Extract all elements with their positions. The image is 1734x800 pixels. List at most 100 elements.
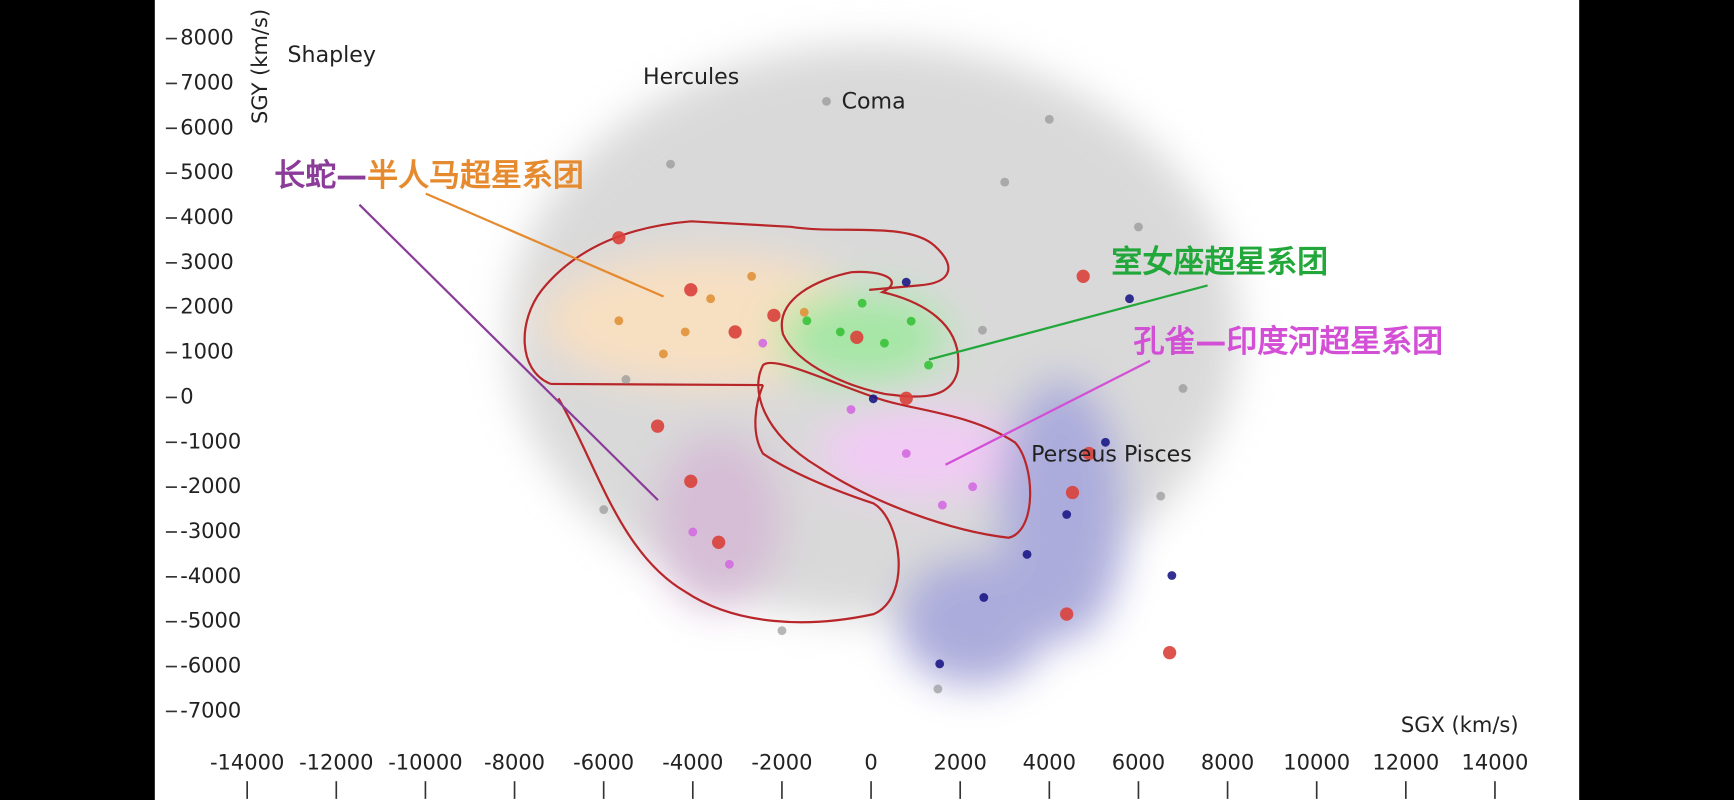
point	[1076, 269, 1090, 283]
label-part: 室女座超星系团	[1111, 244, 1328, 280]
y-tick-label: -4000	[180, 563, 241, 588]
leader-line	[358, 203, 659, 501]
point	[1082, 446, 1096, 461]
point	[1062, 510, 1072, 519]
label-part: 长蛇—	[274, 158, 367, 194]
point	[684, 474, 698, 488]
y-tick-label: 6000	[180, 114, 233, 139]
point	[935, 659, 945, 669]
point	[1060, 607, 1074, 621]
point	[937, 500, 947, 510]
annotation: Hercules	[643, 64, 739, 90]
point	[724, 559, 734, 569]
point	[901, 449, 911, 458]
x-tick-label: -6000	[573, 749, 634, 774]
label-part: 半人马超星系团	[367, 158, 584, 194]
point	[1156, 491, 1166, 501]
point	[777, 626, 787, 636]
point	[822, 96, 831, 106]
point	[924, 360, 933, 370]
y-tick-label: -1000	[180, 428, 241, 453]
y-tick-label: 3000	[180, 249, 233, 274]
x-tick-label: -2000	[751, 749, 812, 774]
x-tick-label: -14000	[210, 749, 284, 774]
point	[688, 527, 698, 537]
point	[868, 394, 878, 404]
x-tick-label: 8000	[1201, 749, 1254, 774]
point	[684, 283, 698, 297]
x-tick-label: -10000	[388, 749, 462, 774]
y-tick-label: 0	[180, 383, 193, 408]
point	[1134, 222, 1143, 232]
x-tick-label: 6000	[1112, 749, 1165, 774]
y-axis-label: SGY (km/s)	[247, 9, 272, 124]
point	[747, 271, 757, 281]
point	[650, 419, 665, 433]
point	[758, 338, 768, 348]
point	[1163, 646, 1177, 660]
x-tick-label: -4000	[662, 749, 723, 774]
x-axis-label: SGX (km/s)	[1401, 712, 1519, 737]
point	[979, 593, 989, 602]
leader-line	[945, 359, 1151, 466]
y-tick-label: 1000	[180, 339, 233, 364]
y-tick-label: 7000	[180, 69, 233, 94]
galaxy-clouds	[508, 44, 1239, 687]
point	[767, 308, 781, 322]
point	[614, 316, 624, 326]
point	[599, 505, 609, 514]
point	[968, 482, 978, 492]
x-tick-label: -8000	[484, 749, 545, 774]
point	[728, 325, 742, 339]
point	[612, 231, 626, 245]
leader-line	[425, 192, 664, 298]
label-part: 孔雀—印度河超星系团	[1134, 324, 1444, 360]
point	[799, 307, 809, 317]
point	[846, 405, 856, 414]
annotation: Perseus Pisces	[1031, 441, 1192, 467]
y-tick-label: -6000	[180, 653, 241, 678]
point	[712, 535, 726, 549]
point	[857, 298, 867, 308]
supercluster-label: 长蛇—半人马超星系团	[274, 158, 584, 194]
point	[666, 159, 675, 169]
point	[899, 391, 913, 405]
leader-lines	[358, 192, 1208, 501]
y-tick-label: 5000	[180, 159, 233, 184]
point	[835, 327, 845, 337]
annotation: Shapley	[288, 42, 376, 68]
point	[880, 338, 889, 348]
point	[850, 330, 864, 344]
point	[1167, 571, 1177, 580]
point	[901, 277, 911, 287]
y-tick-label: 2000	[180, 294, 233, 319]
point	[1065, 485, 1080, 500]
y-tick-label: 4000	[180, 204, 233, 229]
x-tick-label: 10000	[1283, 749, 1350, 774]
point	[978, 325, 987, 335]
y-tick-label: -3000	[180, 518, 241, 543]
point	[1178, 384, 1188, 393]
y-tick-label: -7000	[180, 697, 241, 722]
point	[658, 349, 668, 359]
point	[1125, 294, 1134, 304]
point	[802, 316, 812, 326]
x-tick-label: -12000	[299, 749, 373, 774]
x-tick-label: 4000	[1023, 749, 1076, 774]
x-tick-label: 0	[864, 749, 877, 774]
point	[933, 684, 943, 694]
region-outlines	[523, 220, 1032, 624]
annotation: Coma	[842, 88, 906, 114]
point	[680, 327, 690, 337]
point	[621, 375, 631, 384]
leader-line	[928, 284, 1208, 361]
supercluster-label: 室女座超星系团	[1111, 244, 1328, 280]
x-tick-label: 2000	[933, 749, 986, 774]
point	[706, 294, 716, 304]
supercluster-label: 孔雀—印度河超星系团	[1134, 324, 1444, 360]
point	[1044, 114, 1054, 124]
y-tick-label: 8000	[180, 25, 233, 50]
point	[1101, 437, 1110, 447]
y-tick-label: -2000	[180, 473, 241, 498]
